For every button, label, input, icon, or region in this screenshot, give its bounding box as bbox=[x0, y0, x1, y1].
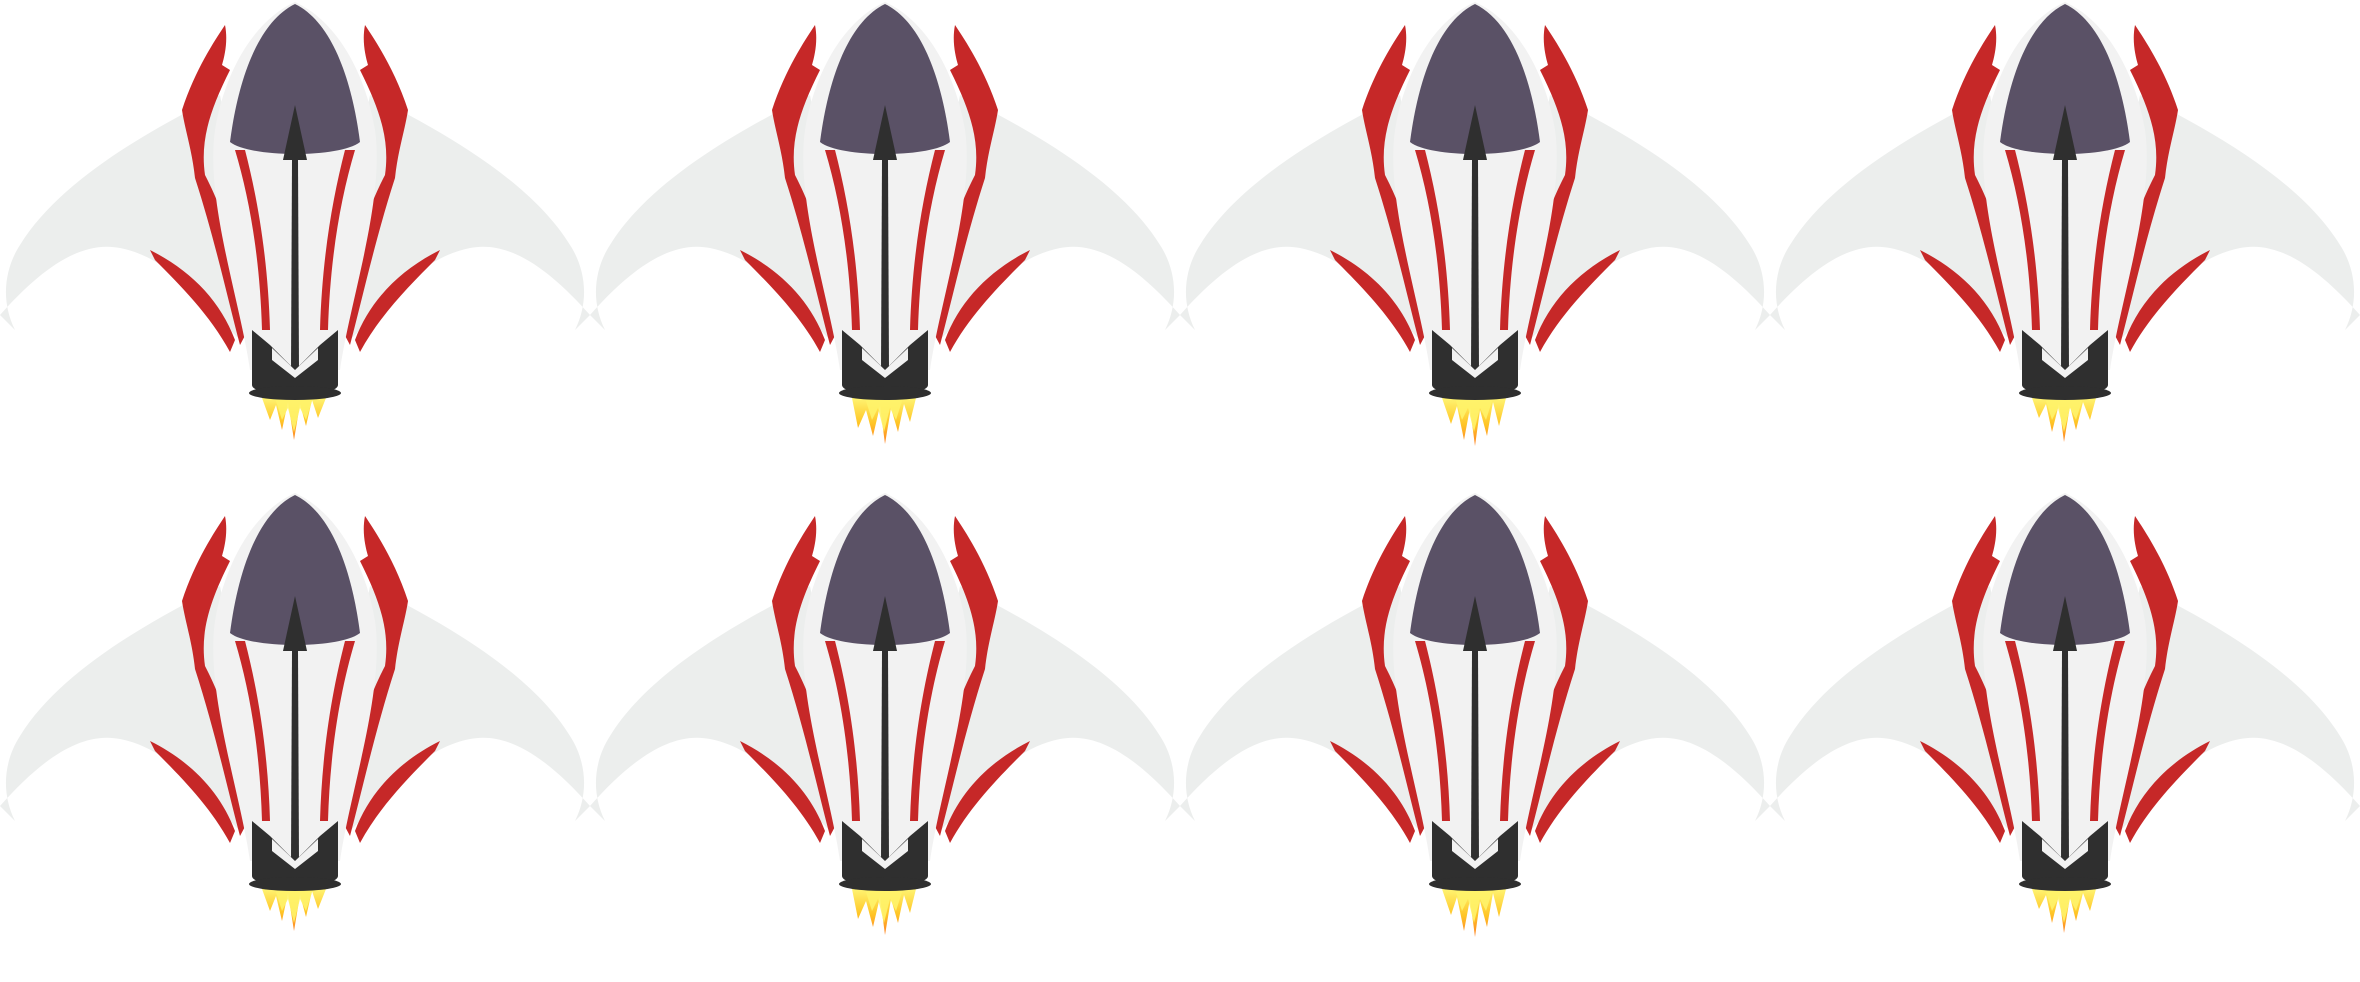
lower-stripe-right bbox=[1535, 741, 1620, 843]
thruster-flame bbox=[852, 889, 916, 935]
cockpit-canopy bbox=[820, 4, 950, 160]
thruster-flame bbox=[262, 398, 326, 440]
cockpit-canopy bbox=[820, 495, 950, 651]
cockpit-canopy bbox=[230, 495, 360, 651]
hull-spine bbox=[1471, 160, 1479, 370]
spaceship-frame-7 bbox=[1180, 491, 1770, 982]
lower-stripe-left bbox=[740, 741, 825, 843]
lower-stripe-right bbox=[2125, 741, 2210, 843]
engine-nozzle bbox=[839, 330, 931, 400]
spaceship-frame-2 bbox=[590, 0, 1180, 491]
cockpit-canopy bbox=[1410, 495, 1540, 651]
engine-nozzle bbox=[249, 821, 341, 891]
hull-spine bbox=[1471, 651, 1479, 861]
spaceship-frame-6 bbox=[590, 491, 1180, 982]
hull-spine bbox=[291, 651, 299, 861]
spaceship-frame-1 bbox=[0, 0, 590, 491]
spaceship-frame-3 bbox=[1180, 0, 1770, 491]
hull-spine bbox=[2061, 160, 2069, 370]
lower-stripe-right bbox=[945, 741, 1030, 843]
lower-stripe-right bbox=[355, 250, 440, 352]
lower-stripe-left bbox=[1330, 741, 1415, 843]
thruster-flame bbox=[1442, 398, 1506, 446]
thruster-flame bbox=[262, 889, 326, 931]
lower-stripe-right bbox=[1535, 250, 1620, 352]
lower-stripe-left bbox=[1920, 741, 2005, 843]
lower-stripe-left bbox=[740, 250, 825, 352]
thruster-flame bbox=[852, 398, 916, 444]
spaceship-frame-4 bbox=[1770, 0, 2360, 491]
hull-spine bbox=[291, 160, 299, 370]
engine-nozzle bbox=[2019, 330, 2111, 400]
lower-stripe-left bbox=[1330, 250, 1415, 352]
spaceship-frame-8 bbox=[1770, 491, 2360, 982]
lower-stripe-left bbox=[150, 741, 235, 843]
hull-spine bbox=[881, 160, 889, 370]
engine-nozzle bbox=[1429, 330, 1521, 400]
hull-spine bbox=[2061, 651, 2069, 861]
engine-nozzle bbox=[1429, 821, 1521, 891]
hull-spine bbox=[881, 651, 889, 861]
engine-nozzle bbox=[839, 821, 931, 891]
engine-nozzle bbox=[2019, 821, 2111, 891]
cockpit-canopy bbox=[230, 4, 360, 160]
engine-nozzle bbox=[249, 330, 341, 400]
thruster-flame bbox=[2032, 398, 2096, 442]
thruster-flame bbox=[2032, 889, 2096, 933]
spaceship-frame-5 bbox=[0, 491, 590, 982]
lower-stripe-left bbox=[150, 250, 235, 352]
cockpit-canopy bbox=[2000, 4, 2130, 160]
cockpit-canopy bbox=[2000, 495, 2130, 651]
thruster-flame bbox=[1442, 889, 1506, 937]
lower-stripe-right bbox=[355, 741, 440, 843]
lower-stripe-left bbox=[1920, 250, 2005, 352]
lower-stripe-right bbox=[2125, 250, 2210, 352]
lower-stripe-right bbox=[945, 250, 1030, 352]
cockpit-canopy bbox=[1410, 4, 1540, 160]
